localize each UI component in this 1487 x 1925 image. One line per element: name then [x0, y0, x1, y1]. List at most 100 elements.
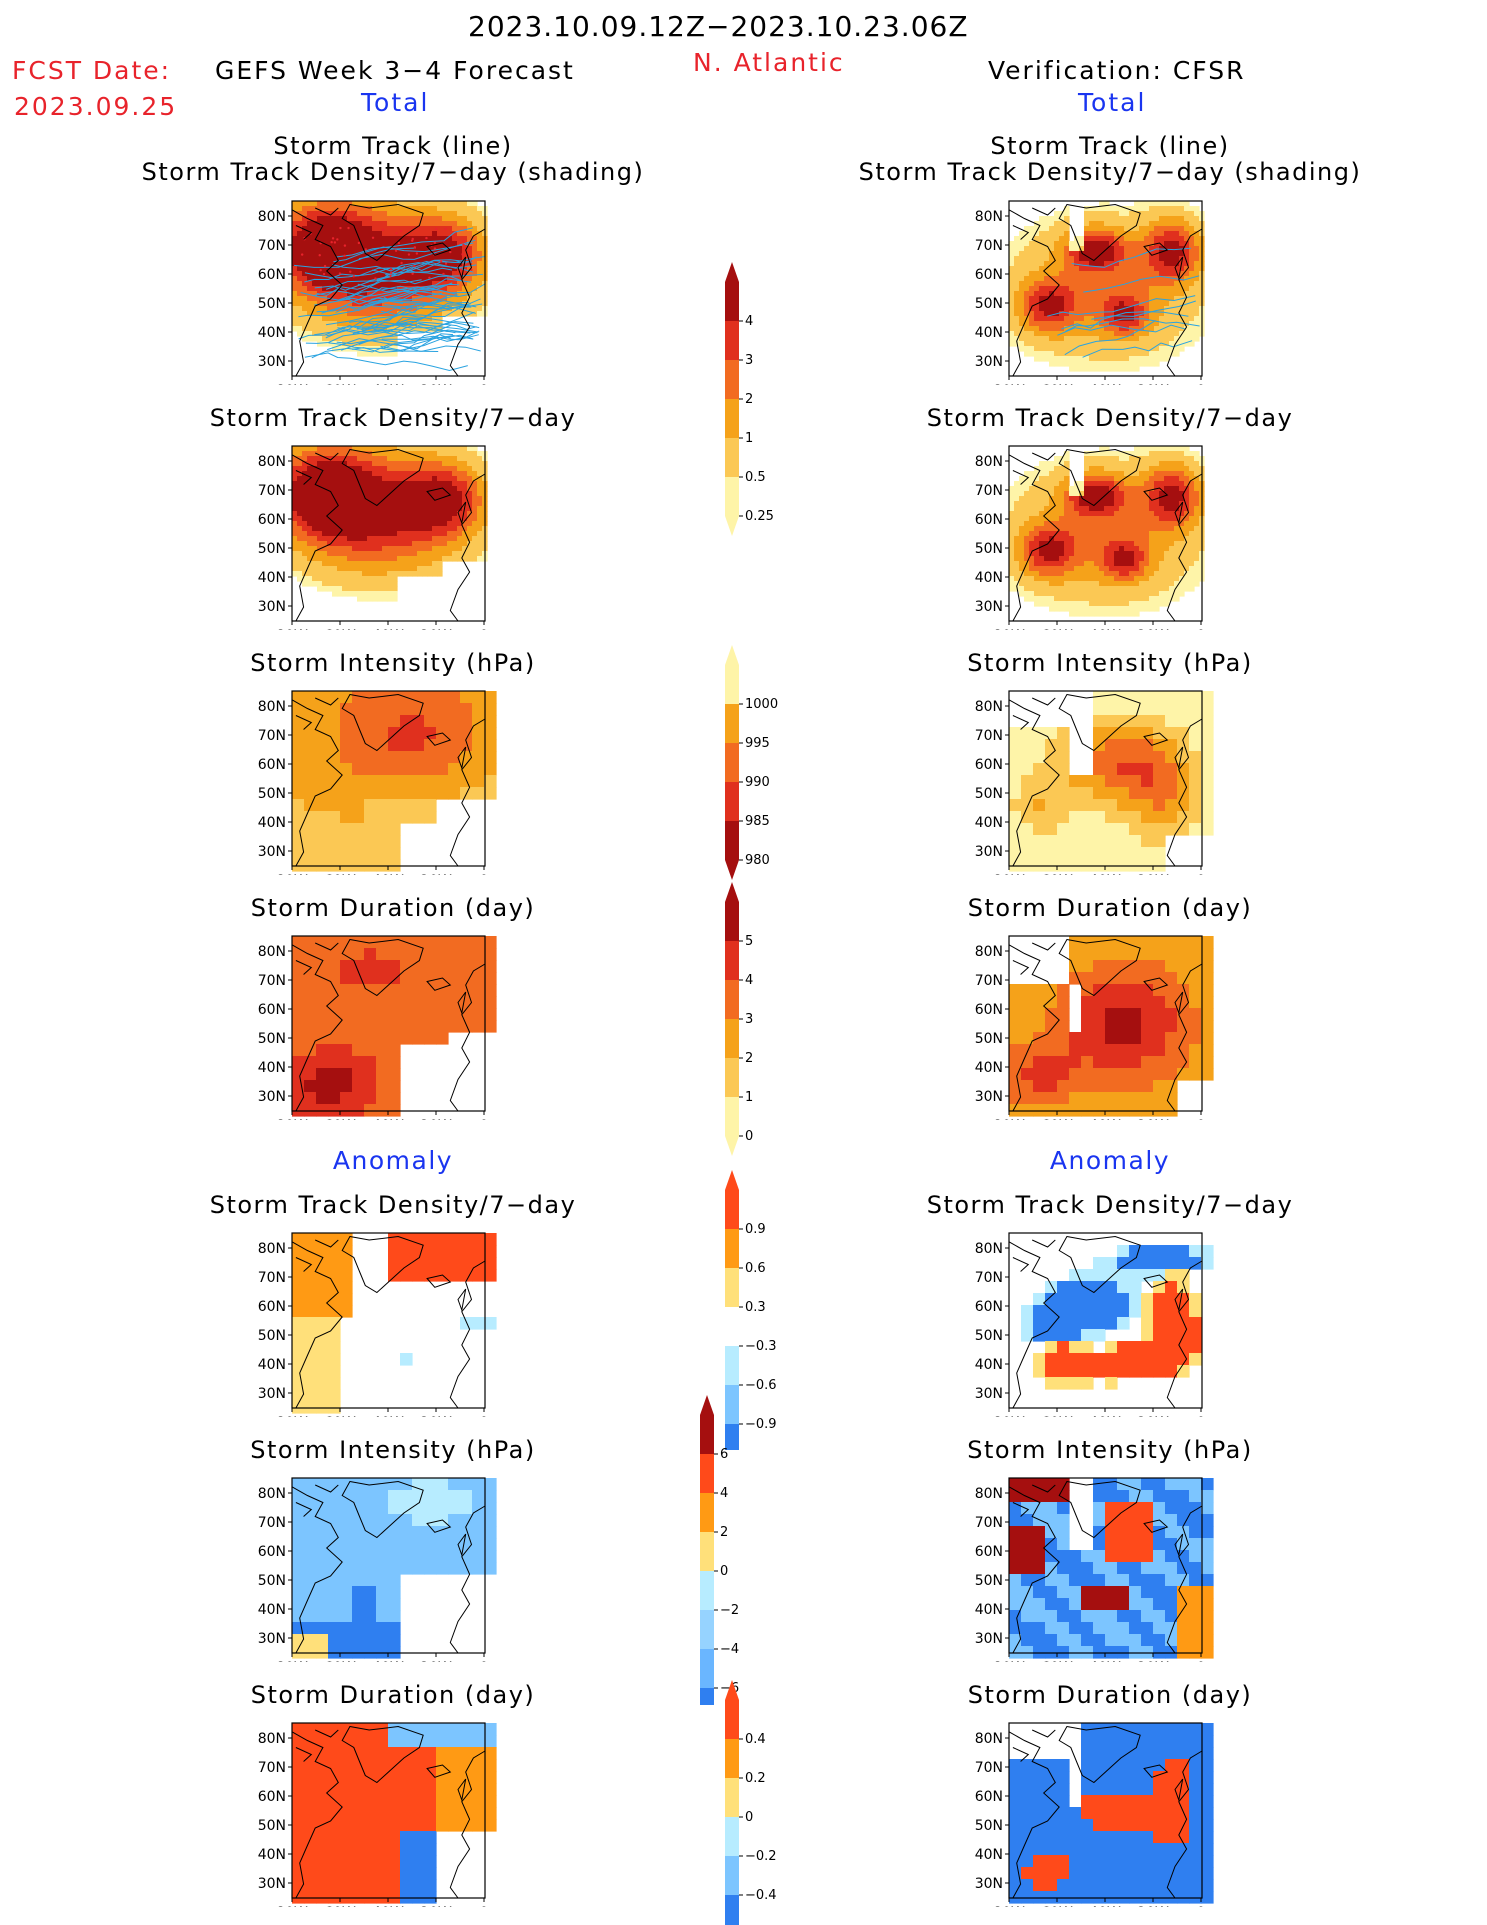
- field-cell: [1014, 571, 1020, 577]
- field-cell: [1119, 326, 1125, 332]
- lat-tick-label: 60N: [258, 512, 286, 528]
- field-cell: [328, 1807, 341, 1820]
- lat-tick-label: 50N: [975, 296, 1003, 312]
- field-cell: [317, 526, 323, 532]
- storm-marker: [413, 246, 417, 249]
- field-cell: [1174, 326, 1180, 332]
- field-cell: [1089, 251, 1095, 257]
- field-cell: [362, 456, 368, 462]
- field-cell: [436, 1490, 449, 1503]
- field-cell: [327, 561, 333, 567]
- field-cell: [377, 506, 383, 512]
- europe-africa-coast: [449, 228, 486, 377]
- field-cell: [436, 1233, 449, 1246]
- field-cell: [432, 561, 438, 567]
- field-cell: [436, 936, 449, 949]
- date-range-title: 2023.10.09.12Z−2023.10.23.06Z: [468, 10, 969, 43]
- field-cell: [1049, 516, 1055, 522]
- field-cell: [340, 1879, 353, 1892]
- field-cell: [304, 1646, 317, 1659]
- field-cell: [362, 466, 368, 472]
- field-cell: [1194, 311, 1200, 317]
- field-cell: [304, 1879, 317, 1892]
- field-cell: [328, 1068, 341, 1081]
- field-cell: [1054, 336, 1060, 342]
- field-cell: [297, 291, 303, 297]
- field-cell: [1129, 251, 1135, 257]
- field-cell: [427, 551, 433, 557]
- field-cell: [1064, 596, 1070, 602]
- field-cell: [364, 1867, 377, 1880]
- field-cell: [327, 491, 333, 497]
- field-cell: [367, 541, 373, 547]
- field-cell: [312, 511, 318, 517]
- field-cell: [387, 581, 393, 587]
- field-cell: [1064, 576, 1070, 582]
- field-cell: [1064, 356, 1070, 362]
- field-cell: [322, 466, 328, 472]
- field-cell: [412, 960, 425, 973]
- field-cell: [424, 1538, 437, 1551]
- field-cell: [364, 787, 377, 800]
- field-cell: [316, 984, 329, 997]
- field-cell: [364, 703, 377, 716]
- field-cell: [316, 727, 329, 740]
- field-cell: [1079, 361, 1085, 367]
- field-cell: [392, 226, 398, 232]
- lat-tick-label: 40N: [258, 1847, 286, 1863]
- field-cell: [377, 581, 383, 587]
- field-cell: [397, 291, 403, 297]
- field-cell: [372, 466, 378, 472]
- field-cell: [407, 226, 413, 232]
- arctic-islands-coast: [295, 1484, 339, 1517]
- field-cell: [472, 211, 478, 217]
- field-cell: [1149, 241, 1155, 247]
- field-cell: [376, 1610, 389, 1623]
- field-cell: [436, 1550, 449, 1563]
- field-cell: [357, 576, 363, 582]
- field-cell: [357, 216, 363, 222]
- field-cell: [1174, 211, 1180, 217]
- field-cell: [392, 496, 398, 502]
- field-cell: [472, 221, 478, 227]
- field-cell: [1174, 261, 1180, 267]
- field-cell: [372, 231, 378, 237]
- field-cell: [457, 551, 463, 557]
- field-cell: [1159, 336, 1165, 342]
- field-cell: [1169, 231, 1175, 237]
- field-cell: [382, 476, 388, 482]
- field-cell: [364, 1634, 377, 1647]
- field-cell: [1114, 246, 1120, 252]
- field-cell: [362, 531, 368, 537]
- field-cell: [332, 226, 338, 232]
- greenland-coast: [341, 1480, 424, 1539]
- field-cell: [297, 271, 303, 277]
- field-cell: [347, 506, 353, 512]
- field-cell: [1129, 271, 1135, 277]
- lat-tick-label: 30N: [258, 1631, 286, 1647]
- field-cell: [1054, 506, 1060, 512]
- field-cell: [484, 1550, 497, 1563]
- field-cell: [436, 751, 449, 764]
- field-cell: [484, 763, 497, 776]
- field-cell: [452, 526, 458, 532]
- field-cell: [377, 306, 383, 312]
- field-cell: [328, 1795, 341, 1808]
- field-cell: [376, 1735, 389, 1748]
- field-cell: [448, 1771, 461, 1784]
- field-cell: [327, 481, 333, 487]
- field-cell: [377, 471, 383, 477]
- field-cell: [362, 266, 368, 272]
- field-cell: [292, 226, 298, 232]
- field-cell: [400, 751, 413, 764]
- field-cell: [407, 501, 413, 507]
- field-cell: [362, 571, 368, 577]
- field-cell: [1039, 286, 1045, 292]
- field-cell: [372, 506, 378, 512]
- field-cell: [1064, 316, 1070, 322]
- field-cell: [1054, 251, 1060, 257]
- field-cell: [327, 311, 333, 317]
- field-cell: [1044, 526, 1050, 532]
- field-cell: [437, 506, 443, 512]
- field-cell: [364, 751, 377, 764]
